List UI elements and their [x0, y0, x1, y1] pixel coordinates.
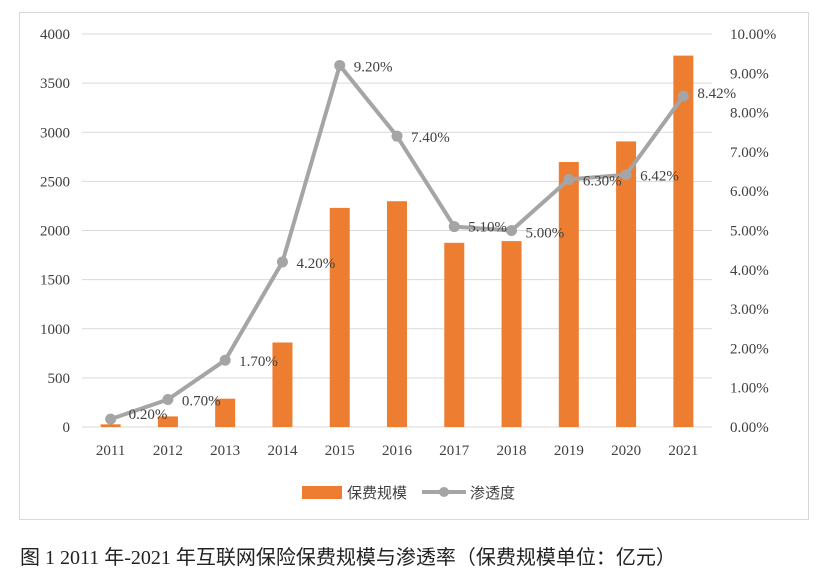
left-tick-label: 2500 [40, 174, 70, 190]
x-tick-label: 2012 [153, 443, 183, 459]
right-tick-label: 3.00% [730, 302, 769, 318]
figure-caption: 图 1 2011 年-2021 年互联网保险保费规模与渗透率（保费规模单位：亿元… [20, 547, 676, 569]
left-tick-label: 1000 [40, 322, 70, 338]
bar [100, 424, 121, 427]
x-tick-label: 2015 [325, 443, 355, 459]
bar [215, 398, 236, 427]
right-tick-label: 0.00% [730, 420, 769, 436]
data-label: 1.70% [239, 354, 278, 370]
data-label: 8.42% [697, 86, 736, 102]
legend-swatch-bars [302, 486, 342, 499]
left-tick-label: 2000 [40, 224, 70, 240]
bar [329, 207, 350, 427]
left-tick-label: 3000 [40, 125, 70, 141]
x-tick-label: 2021 [668, 443, 698, 459]
line-point [448, 221, 460, 233]
line-point [391, 130, 403, 142]
right-tick-label: 10.00% [730, 27, 776, 43]
line-point [620, 169, 632, 181]
data-label: 5.00% [526, 226, 565, 242]
x-tick-label: 2017 [439, 443, 470, 459]
x-tick-label: 2020 [611, 443, 641, 459]
data-label: 4.20% [296, 256, 335, 272]
right-tick-label: 4.00% [730, 263, 769, 279]
legend-marker [439, 487, 449, 497]
bar [501, 241, 522, 427]
bar [558, 162, 579, 427]
line-point [677, 90, 689, 102]
bar [157, 416, 178, 427]
left-tick-label: 3500 [40, 76, 70, 92]
data-label: 6.42% [640, 169, 679, 185]
x-tick-label: 2018 [497, 443, 527, 459]
bar [616, 141, 637, 427]
x-tick-label: 2011 [96, 443, 125, 459]
bar [444, 242, 465, 427]
line-point [334, 59, 346, 71]
left-tick-label: 0 [63, 420, 71, 436]
data-label: 7.40% [411, 130, 450, 146]
data-label: 0.70% [182, 393, 221, 409]
line-point [506, 225, 518, 236]
x-tick-label: 2013 [210, 443, 240, 459]
legend-label-line: 渗透度 [470, 485, 515, 502]
data-label: 0.20% [129, 407, 168, 423]
chart-frame [19, 12, 809, 520]
right-tick-label: 8.00% [730, 106, 769, 122]
line-point [219, 354, 231, 366]
right-tick-label: 2.00% [730, 341, 769, 357]
left-tick-label: 500 [48, 371, 71, 387]
left-tick-label: 1500 [40, 273, 70, 289]
right-tick-label: 7.00% [730, 145, 769, 161]
data-label: 5.10% [468, 220, 507, 236]
bar [387, 201, 407, 427]
data-label: 6.30% [583, 173, 622, 189]
right-tick-label: 9.00% [730, 66, 769, 82]
right-tick-label: 6.00% [730, 184, 769, 200]
x-tick-label: 2016 [382, 443, 413, 459]
legend-label-bars: 保费规模 [347, 485, 407, 502]
left-tick-label: 4000 [40, 27, 70, 43]
right-tick-label: 1.00% [730, 381, 769, 397]
data-label: 9.20% [354, 59, 393, 75]
line-point [563, 173, 575, 185]
line-point [105, 413, 117, 425]
x-tick-label: 2014 [267, 443, 298, 459]
bar [272, 342, 293, 427]
x-tick-label: 2019 [554, 443, 584, 459]
bar [673, 55, 694, 428]
right-tick-label: 5.00% [730, 224, 769, 240]
line-point [276, 256, 288, 268]
line-point [162, 393, 174, 405]
